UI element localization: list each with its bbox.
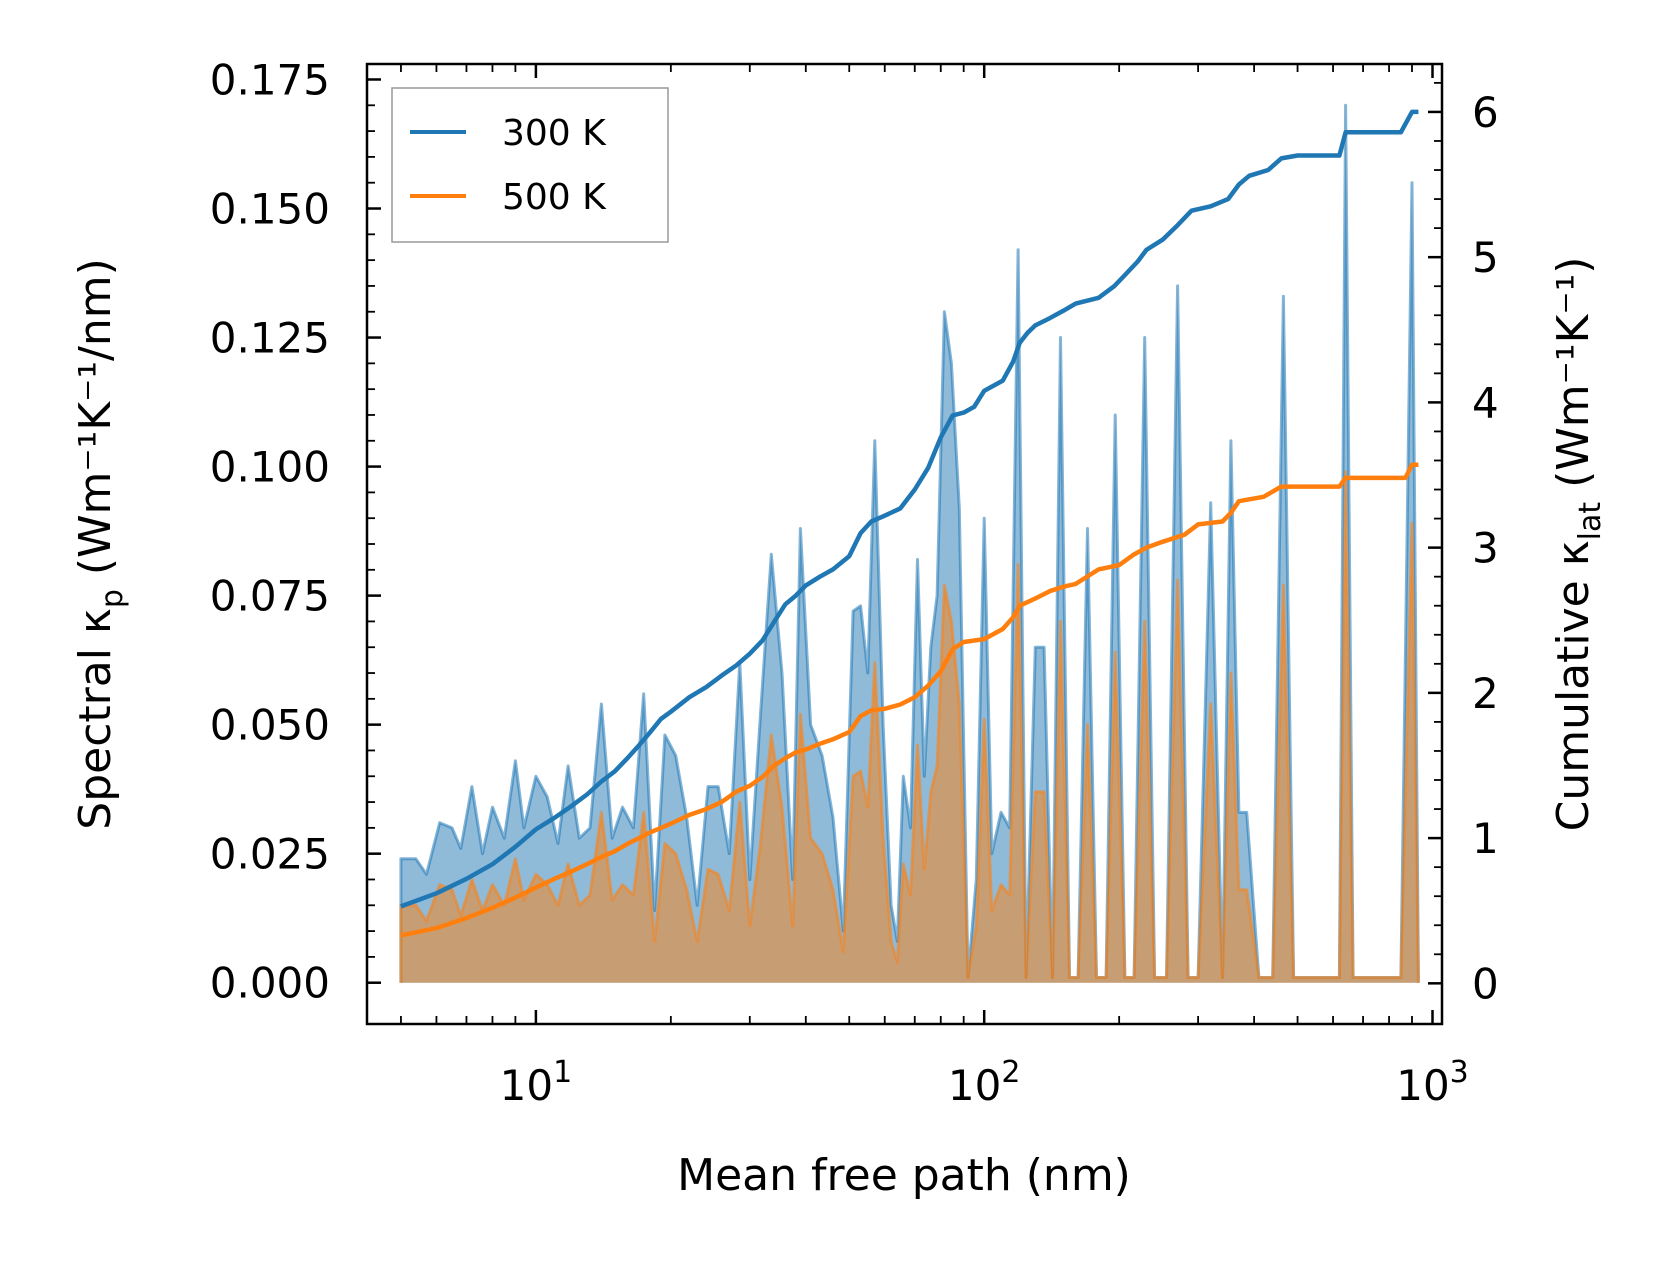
- y-right-tick-label: 3: [1472, 524, 1499, 573]
- y-right-tick-label: 0: [1472, 959, 1499, 1008]
- cumulative-line-300k: [400, 109, 1419, 909]
- axis-ticks: 101 102 1030.0000.0250.0500.0750.1000.1250…: [210, 55, 1499, 1110]
- y-right-tick-label: 6: [1472, 88, 1499, 137]
- spectral-line-300k: [399, 103, 1420, 983]
- y-right-tick-label: 1: [1472, 814, 1499, 863]
- x-axis-title: Mean free path (nm): [677, 1150, 1131, 1201]
- right-axis-title: Cumulative κlat (Wm⁻¹K⁻¹): [1548, 257, 1608, 832]
- x-tick-label: 101: [500, 1055, 573, 1110]
- legend-label-500k: 500 K: [502, 177, 607, 218]
- plot-area: [399, 103, 1420, 983]
- y-left-tick-label: 0.175: [210, 55, 330, 104]
- legend: 300 K 500 K: [391, 87, 669, 243]
- left-axis-title: Spectral κp (Wm⁻¹K⁻¹/nm): [70, 258, 130, 829]
- y-right-tick-label: 2: [1472, 669, 1499, 718]
- spectral-area-500k: [400, 471, 1419, 983]
- left-axis-title-gap: [70, 575, 121, 589]
- y-left-tick-label: 0.075: [210, 572, 330, 621]
- y-right-tick-label: 4: [1472, 378, 1499, 427]
- y-left-tick-label: 0.125: [210, 314, 330, 363]
- left-axis-title-main: Spectral κ: [70, 608, 121, 830]
- y-left-tick-label: 0.000: [210, 959, 330, 1008]
- right-axis-label: Cumulative κlat (Wm⁻¹K⁻¹): [1548, 257, 1608, 832]
- x-tick-label: 102: [948, 1055, 1021, 1110]
- x-tick-label: 103: [1396, 1055, 1469, 1110]
- y-left-tick-label: 0.150: [210, 185, 330, 234]
- cumulative-line-500k: [400, 462, 1419, 938]
- legend-box: [391, 87, 669, 243]
- spectral-line-500k: [399, 470, 1420, 983]
- plot-frame: [365, 62, 1444, 1026]
- right-axis-title-gap: [1548, 488, 1599, 502]
- y-left-tick-label: 0.100: [210, 443, 330, 492]
- right-axis-title-main: Cumulative κ: [1548, 540, 1599, 831]
- left-axis-label: Spectral κp (Wm⁻¹K⁻¹/nm): [70, 258, 130, 829]
- y-left-tick-label: 0.050: [210, 701, 330, 750]
- y-left-tick-label: 0.025: [210, 830, 330, 879]
- spectral-area-300k: [400, 105, 1419, 983]
- right-axis-title-unit: (Wm⁻¹K⁻¹): [1548, 257, 1599, 488]
- right-axis-title-sub: lat: [1573, 502, 1608, 541]
- left-axis-title-unit: (Wm⁻¹K⁻¹/nm): [70, 258, 121, 575]
- legend-label-300k: 300 K: [502, 113, 607, 154]
- y-right-tick-label: 5: [1472, 233, 1499, 282]
- x-axis-label: Mean free path (nm): [677, 1150, 1131, 1201]
- left-axis-title-sub: p: [95, 589, 130, 608]
